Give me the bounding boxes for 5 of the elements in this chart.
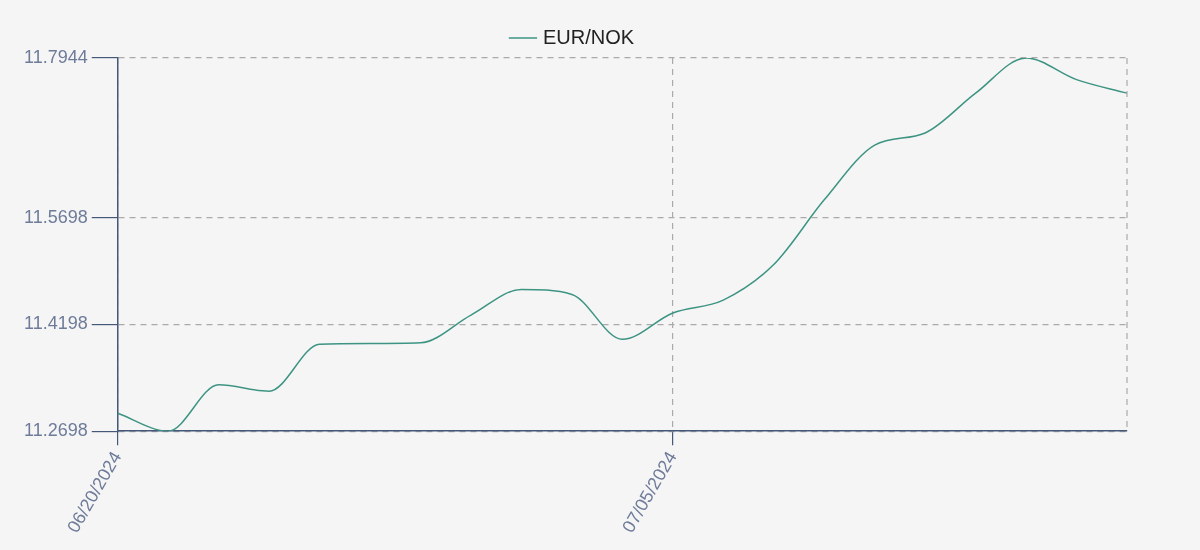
y-tick-label: 11.2698 — [24, 420, 88, 441]
y-tick-label: 11.4198 — [24, 313, 88, 334]
y-tick-label: 11.5698 — [24, 206, 88, 227]
legend-label: EUR/NOK — [542, 25, 635, 48]
y-tick-label: 11.7944 — [24, 46, 88, 67]
